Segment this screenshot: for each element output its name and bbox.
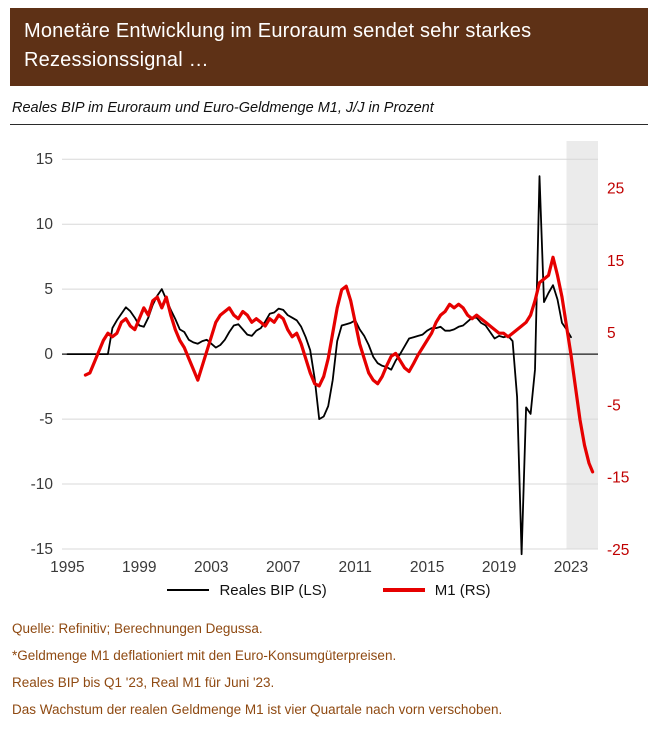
svg-text:2007: 2007 [266, 559, 300, 576]
svg-text:2015: 2015 [410, 559, 444, 576]
divider-rule [10, 124, 648, 125]
bip-line-swatch [167, 588, 210, 592]
svg-text:0: 0 [44, 346, 53, 363]
footnote-data-range: Reales BIP bis Q1 '23, Real M1 für Juni … [12, 675, 275, 690]
svg-text:15: 15 [36, 151, 53, 168]
page-title: Monetäre Entwicklung im Euroraum sendet … [24, 20, 532, 71]
svg-text:2011: 2011 [339, 559, 372, 576]
svg-text:-5: -5 [39, 411, 53, 428]
legend-item-m1: M1 (RS) [382, 581, 491, 599]
line-chart: 15 10 5 0 -5 -10 -15 25 15 5 -5 -15 -25 1995 1999 2003 2… [31, 141, 629, 576]
svg-text:2023: 2023 [554, 559, 588, 576]
legend-label-bip: Reales BIP (LS) [219, 581, 327, 599]
footnote-deflation: *Geldmenge M1 deflationiert mit den Euro… [12, 648, 397, 663]
svg-text:-15: -15 [31, 541, 53, 558]
svg-text:10: 10 [36, 216, 54, 233]
svg-text:15: 15 [607, 253, 624, 270]
svg-text:1995: 1995 [50, 559, 84, 576]
svg-text:-15: -15 [607, 470, 629, 487]
legend-label-m1: M1 (RS) [434, 581, 491, 599]
svg-text:5: 5 [44, 281, 53, 298]
svg-text:2003: 2003 [194, 559, 228, 576]
footnote-source: Quelle: Refinitiv; Berechnungen Degussa. [12, 621, 263, 636]
chart-subtitle: Reales BIP im Euroraum und Euro-Geldmeng… [12, 100, 434, 116]
svg-text:1999: 1999 [122, 559, 156, 576]
svg-text:25: 25 [607, 181, 624, 198]
footnotes: Quelle: Refinitiv; Berechnungen Degussa.… [10, 615, 648, 723]
svg-text:2019: 2019 [482, 559, 516, 576]
m1-line-swatch [382, 588, 425, 592]
svg-text:5: 5 [607, 325, 616, 342]
svg-text:-5: -5 [607, 397, 621, 414]
header-banner: Monetäre Entwicklung im Euroraum sendet … [10, 8, 648, 86]
chart-legend: Reales BIP (LS) M1 (RS) [10, 577, 648, 603]
chart-area: 15 10 5 0 -5 -10 -15 25 15 5 -5 -15 -25 1995 1999 2003 2… [10, 129, 648, 577]
legend-item-bip: Reales BIP (LS) [167, 581, 327, 599]
footnote-shift: Das Wachstum der realen Geldmenge M1 ist… [12, 702, 503, 717]
svg-text:-10: -10 [31, 476, 54, 493]
svg-text:-25: -25 [607, 542, 629, 559]
